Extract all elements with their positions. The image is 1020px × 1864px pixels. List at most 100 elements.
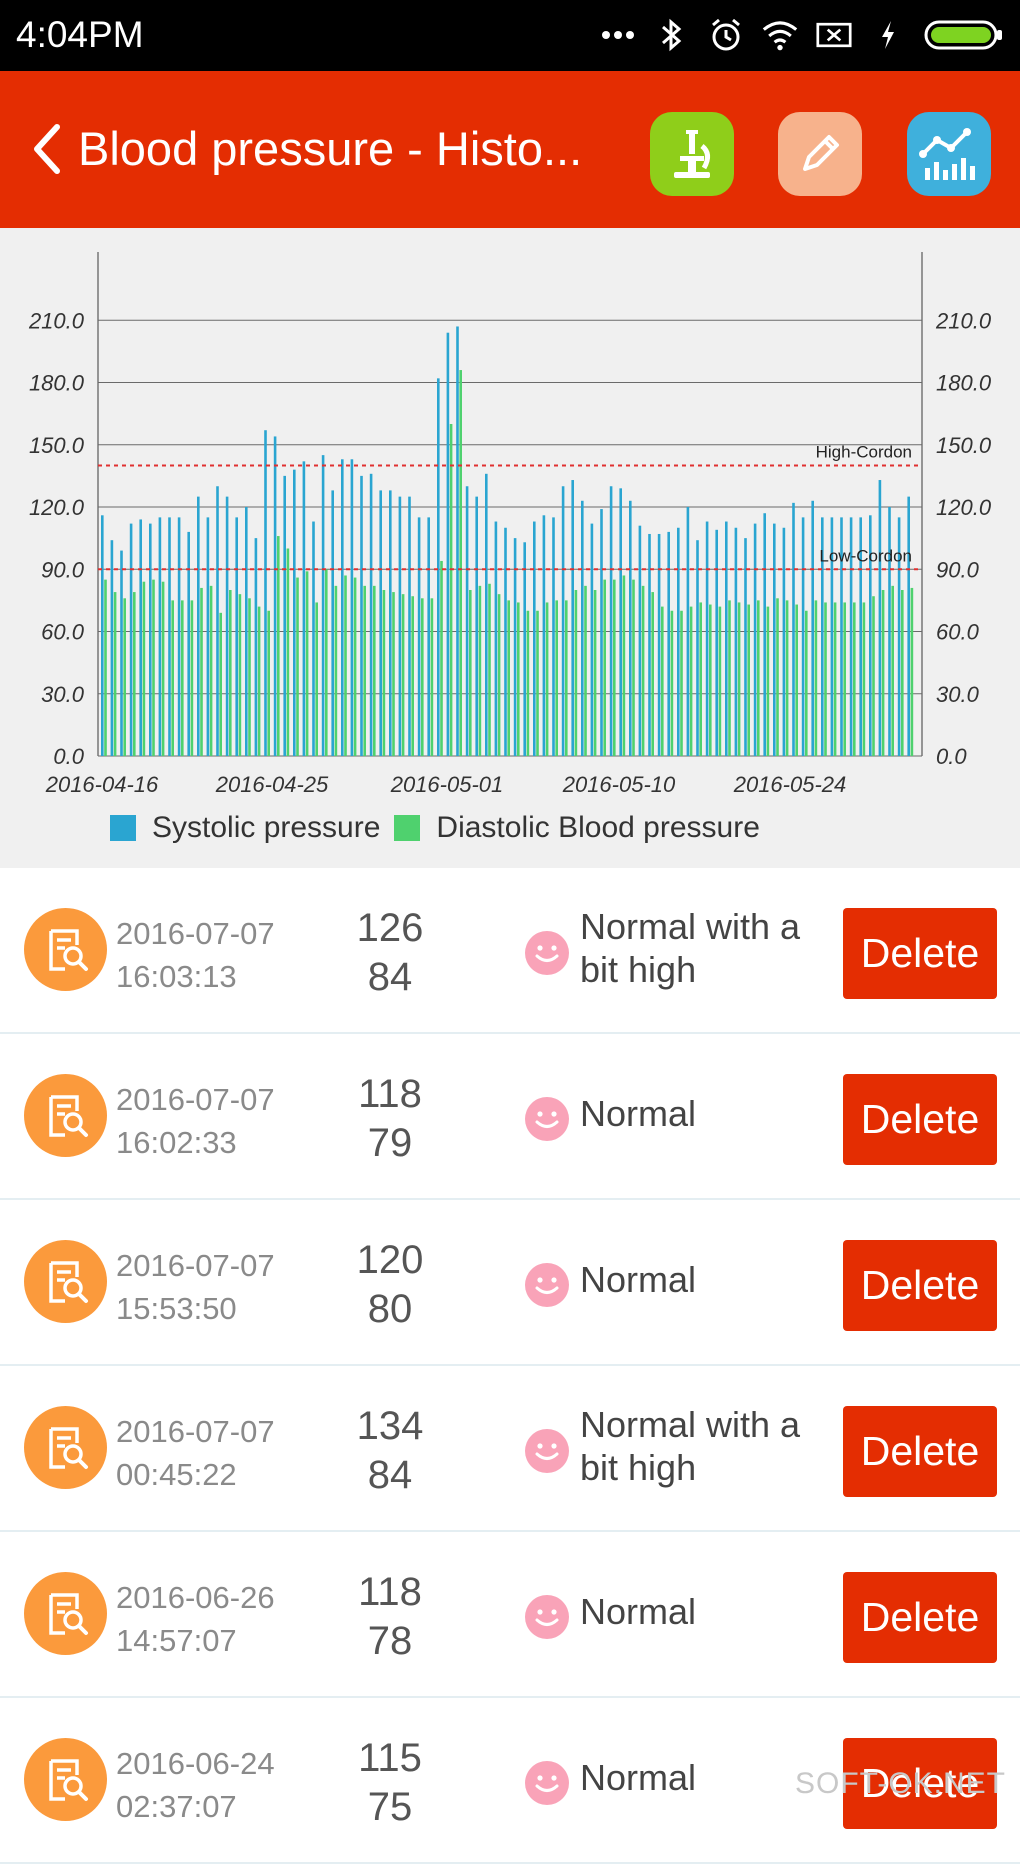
bar-diastolic: [536, 610, 539, 756]
bar-systolic: [331, 490, 334, 756]
record-date: 2016-06-24: [116, 1746, 275, 1781]
record-systolic: 115: [358, 1736, 422, 1780]
bar-diastolic: [545, 602, 549, 756]
record-detail-icon[interactable]: [24, 908, 107, 991]
record-row-5[interactable]: 2016-06-26 14:57:07 118 78 Normal Delete: [0, 1532, 1020, 1698]
record-time: 14:57:07: [116, 1623, 237, 1658]
bar-systolic: [437, 378, 440, 756]
bar-systolic: [101, 515, 104, 756]
record-detail-icon[interactable]: [24, 1406, 107, 1489]
bar-diastolic: [517, 602, 520, 756]
more-dots-icon: [600, 17, 636, 53]
record-detail-icon[interactable]: [24, 1074, 107, 1157]
bar-diastolic: [200, 587, 203, 756]
bar-diastolic: [142, 581, 146, 756]
bar-systolic: [273, 436, 277, 756]
smiley-icon: [525, 1595, 569, 1639]
bar-diastolic: [526, 610, 530, 756]
y-tick-label-right: 30.0: [936, 682, 980, 707]
bar-systolic: [120, 550, 123, 756]
bar-systolic: [456, 326, 459, 756]
bar-systolic: [389, 490, 392, 756]
reference-line-label: Low-Cordon: [819, 546, 912, 565]
delete-button[interactable]: Delete: [843, 1240, 997, 1331]
bar-diastolic: [622, 575, 626, 756]
bar-systolic: [763, 513, 766, 756]
bar-diastolic: [776, 598, 779, 756]
bar-systolic: [302, 461, 306, 756]
bar-diastolic: [401, 594, 405, 756]
record-row-4[interactable]: 2016-07-07 00:45:22 134 84 Normal with a…: [0, 1366, 1020, 1532]
bar-diastolic: [507, 600, 510, 756]
bar-systolic: [187, 531, 190, 756]
bar-diastolic: [651, 592, 654, 756]
record-date: 2016-06-26: [116, 1580, 275, 1615]
reference-line-label: High-Cordon: [816, 443, 912, 462]
bar-diastolic: [382, 590, 386, 756]
bar-systolic: [158, 517, 162, 756]
analysis-button[interactable]: [650, 112, 734, 196]
record-detail-icon[interactable]: [24, 1738, 107, 1821]
wifi-icon: [762, 17, 798, 53]
bar-diastolic: [699, 602, 702, 756]
record-row-3[interactable]: 2016-07-07 15:53:50 120 80 Normal Delete: [0, 1200, 1020, 1366]
bar-diastolic: [843, 602, 846, 756]
bar-systolic: [830, 517, 834, 756]
bar-diastolic: [891, 585, 894, 756]
record-status: Normal with a bit high: [580, 906, 801, 990]
bar-diastolic: [113, 592, 117, 756]
back-button[interactable]: [22, 119, 72, 179]
bar-diastolic: [104, 579, 107, 756]
record-status: Normal: [580, 1757, 697, 1798]
delete-button[interactable]: Delete: [843, 908, 997, 999]
bar-systolic: [734, 527, 738, 756]
status-icons: [600, 10, 1004, 60]
legend-item-systolic: Systolic pressure: [110, 811, 380, 845]
bar-diastolic: [344, 575, 347, 756]
bar-systolic: [657, 533, 661, 756]
bar-diastolic: [286, 548, 290, 756]
record-detail-icon[interactable]: [24, 1240, 107, 1323]
bar-diastolic: [901, 590, 904, 756]
app-bar: Blood pressure - Histo...: [0, 71, 1020, 228]
bar-diastolic: [824, 602, 827, 756]
record-values: 118 79: [330, 1070, 450, 1168]
bar-systolic: [897, 517, 901, 756]
legend-swatch-systolic: [110, 815, 136, 841]
record-date: 2016-07-07: [116, 1414, 275, 1449]
bar-diastolic: [363, 585, 366, 756]
record-datetime: 2016-07-07 00:45:22: [116, 1410, 275, 1496]
record-row-2[interactable]: 2016-07-07 16:02:33 118 79 Normal Delete: [0, 1034, 1020, 1200]
record-systolic: 134: [356, 1404, 424, 1448]
record-diastolic: 75: [367, 1785, 413, 1829]
bar-diastolic: [737, 602, 741, 756]
edit-button[interactable]: [778, 112, 862, 196]
delete-button[interactable]: Delete: [843, 1406, 997, 1497]
chart-button[interactable]: [907, 112, 991, 196]
bar-systolic: [177, 517, 181, 756]
bar-systolic: [168, 517, 171, 756]
bar-systolic: [312, 521, 315, 756]
record-row-1[interactable]: 2016-07-07 16:03:13 126 84 Normal with a…: [0, 868, 1020, 1034]
y-tick-label-left: 210.0: [28, 308, 85, 333]
bar-systolic: [638, 525, 642, 756]
bar-diastolic: [565, 600, 568, 756]
bar-systolic: [801, 517, 805, 756]
bar-systolic: [609, 486, 613, 756]
bar-systolic: [571, 480, 574, 756]
record-detail-icon[interactable]: [24, 1572, 107, 1655]
bar-diastolic: [133, 592, 136, 756]
bar-diastolic: [670, 610, 674, 756]
battery-icon: [924, 17, 1004, 53]
bar-systolic: [773, 523, 776, 756]
bar-systolic: [590, 523, 594, 756]
bar-systolic: [629, 500, 632, 756]
delete-button[interactable]: Delete: [843, 1074, 997, 1165]
charging-icon: [870, 17, 906, 53]
y-tick-label-right: 120.0: [936, 495, 992, 520]
record-time: 16:02:33: [116, 1125, 237, 1160]
bar-systolic: [869, 515, 872, 756]
y-tick-label-right: 0.0: [936, 744, 967, 769]
bar-diastolic: [123, 598, 126, 756]
delete-button[interactable]: Delete: [843, 1572, 997, 1663]
